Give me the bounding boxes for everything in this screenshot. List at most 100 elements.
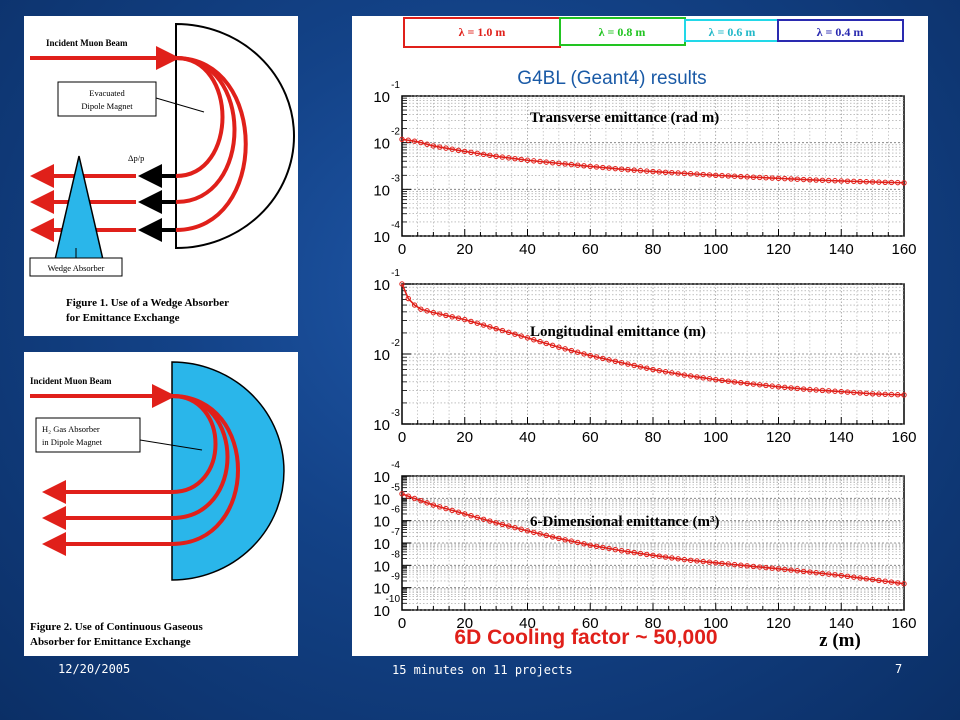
series-point	[568, 161, 575, 168]
series-point	[556, 160, 562, 167]
series-point	[731, 379, 738, 385]
series-point	[499, 154, 506, 160]
legend-label-1: λ = 1.0 m	[459, 25, 506, 39]
series-point	[462, 316, 468, 323]
series-point	[505, 155, 512, 161]
cooling-factor-label: 6D Cooling factor ~ 50,000	[454, 626, 717, 649]
series-point	[857, 390, 863, 396]
series-point	[505, 523, 512, 529]
series-point	[618, 360, 625, 366]
wedge-absorber-diagram: Incident Muon Beam Evacuated Dipole Magn…	[29, 22, 295, 324]
series-point	[844, 178, 851, 184]
series-point	[675, 371, 681, 377]
series-point	[656, 169, 662, 175]
series-point	[499, 521, 506, 528]
series-point	[738, 379, 744, 386]
series-point	[568, 538, 575, 544]
series-point	[512, 524, 518, 531]
series-point	[869, 179, 876, 185]
x-tick-label: 80	[645, 241, 662, 258]
series-point	[662, 369, 669, 375]
x-tick-label: 40	[519, 615, 536, 632]
series-point	[700, 171, 706, 178]
figure-1-caption-line1: Figure 1. Use of a Wedge Absorber	[66, 297, 229, 309]
series-point	[644, 168, 650, 174]
legend: λ = 1.0 m λ = 0.8 m λ = 0.6 m λ = 0.4 m	[403, 17, 904, 48]
series-point	[895, 392, 901, 398]
series-point	[863, 390, 870, 397]
series-point	[800, 386, 807, 392]
series-point	[399, 281, 405, 287]
series-point	[694, 171, 700, 177]
series-point	[713, 172, 719, 178]
series-point	[411, 302, 418, 308]
x-tick-label: 20	[456, 429, 473, 446]
x-tick-label: 20	[456, 241, 473, 258]
series-point	[725, 561, 731, 567]
series-point	[782, 175, 788, 182]
series-point	[800, 568, 807, 575]
series-point	[857, 575, 863, 581]
series-point	[518, 156, 524, 163]
series-point	[631, 362, 637, 369]
figure-1-wedge-absorber: Incident Muon Beam Evacuated Dipole Magn…	[24, 16, 298, 336]
chart-title: Longitudinal emittance (m)	[530, 324, 706, 340]
y-tick-label-exponent: -2	[391, 338, 400, 349]
series-point	[474, 150, 481, 157]
figure-2-caption-line1: Figure 2. Use of Continuous Gaseous	[30, 621, 203, 633]
series-point	[430, 143, 437, 149]
series-point	[549, 342, 556, 349]
series-point	[775, 384, 782, 390]
legend-label-2: λ = 0.8 m	[599, 25, 646, 39]
series-point	[436, 504, 443, 510]
y-tick-label-base: 10	[373, 229, 390, 246]
series-point	[424, 500, 430, 506]
series-point	[738, 562, 744, 568]
x-tick-label: 40	[519, 429, 536, 446]
series-point	[568, 347, 575, 354]
x-tick-label: 20	[456, 615, 473, 632]
series-point	[581, 351, 587, 357]
series-point	[512, 155, 518, 162]
series-point	[518, 333, 524, 339]
series-point	[474, 514, 481, 521]
series-point	[631, 167, 637, 173]
absorber-label-line1: H₂ Gas Absorber	[42, 424, 100, 434]
series-point	[800, 176, 807, 183]
y-tick-label-base: 10	[373, 182, 390, 199]
y-tick-label-base: 10	[373, 536, 390, 553]
y-tick-label-exponent: -4	[391, 220, 400, 231]
series-point	[725, 378, 731, 384]
y-tick-label-base: 10	[373, 491, 390, 508]
results-title: G4BL (Geant4) results	[517, 68, 706, 89]
x-tick-label: 160	[891, 429, 916, 446]
series-point	[763, 175, 769, 181]
series-point	[618, 548, 625, 554]
y-tick-label-base: 10	[373, 603, 390, 620]
series-point	[763, 564, 769, 571]
x-axis-label: z (m)	[819, 630, 861, 651]
x-tick-label: 60	[582, 429, 599, 446]
series-point	[449, 507, 455, 514]
series-point	[769, 565, 775, 571]
legend-box-1	[403, 17, 561, 48]
series-point	[826, 571, 832, 577]
series-point	[493, 153, 499, 160]
series-point	[505, 329, 512, 336]
series-point	[549, 160, 556, 166]
series-point	[788, 385, 794, 391]
series-point	[788, 176, 794, 182]
series-point	[857, 178, 863, 185]
series-point	[405, 137, 411, 143]
y-tick-label-exponent: -1	[391, 80, 400, 91]
series-point	[832, 388, 838, 394]
y-tick-label-base: 10	[373, 514, 390, 531]
series-point	[531, 158, 537, 164]
series-point	[405, 493, 411, 499]
legend-box-4	[777, 19, 904, 42]
series-point	[575, 349, 581, 355]
series-point	[581, 541, 587, 547]
figure-2-gas-absorber: Incident Muon Beam H₂ Gas Absorber in Di…	[24, 352, 298, 656]
absorber-label-line2: in Dipole Magnet	[42, 437, 103, 447]
series-point	[719, 377, 725, 384]
